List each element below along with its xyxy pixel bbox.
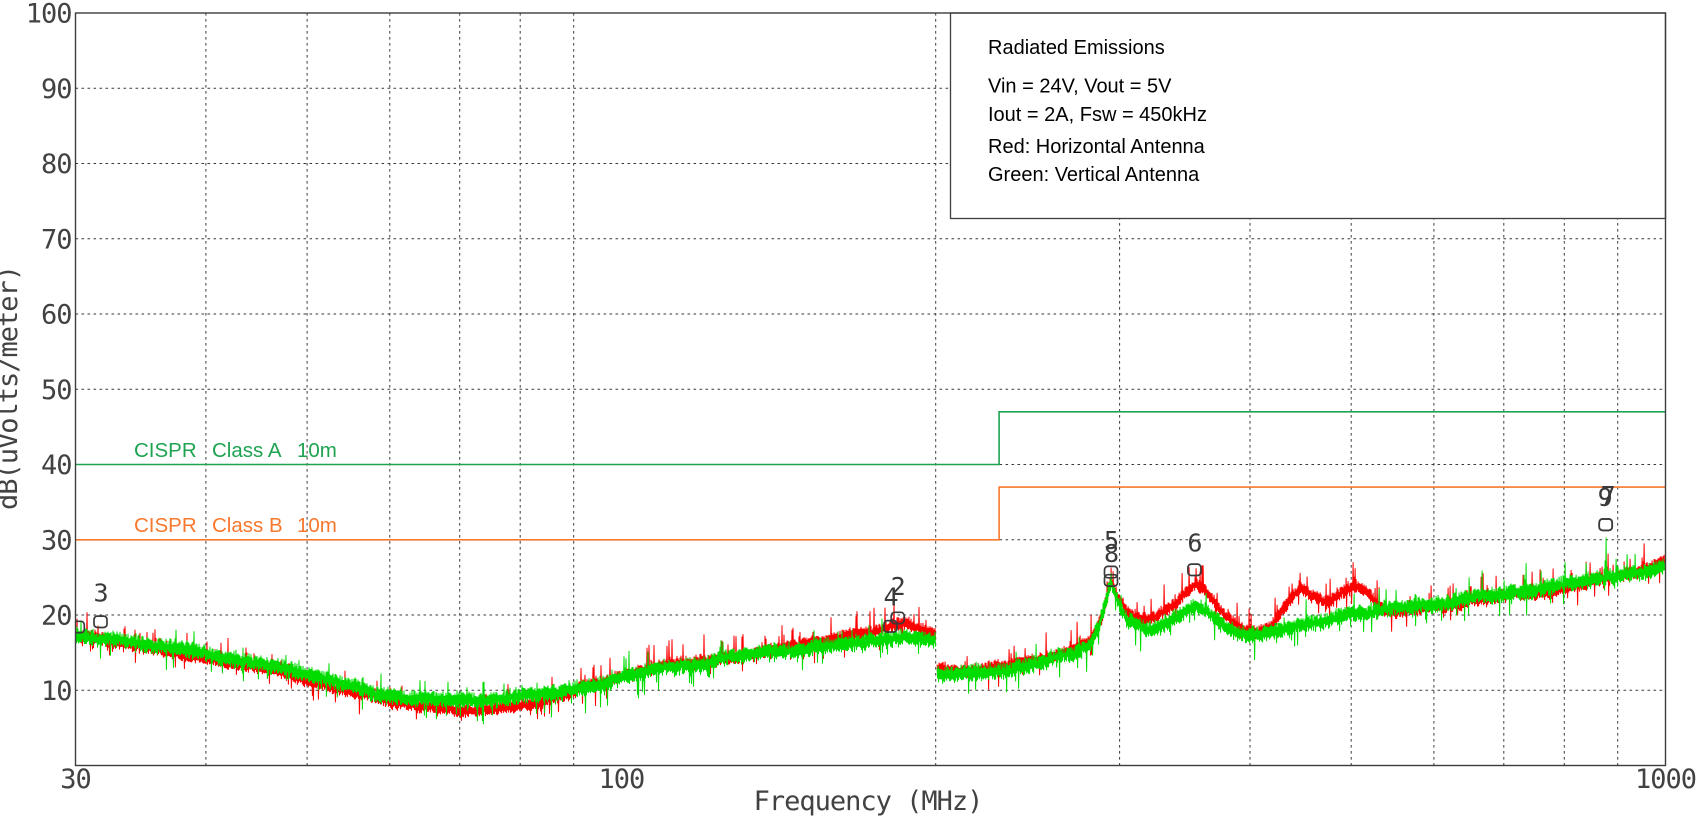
cispr-class-b-limit-line <box>75 486 1666 541</box>
trace-segment-1 <box>75 618 936 725</box>
trace-segment-2 <box>936 537 1666 694</box>
marker-point-7 <box>1598 518 1614 532</box>
x-tick-label-1000: 1000 <box>1635 764 1696 795</box>
marker-label-8: 8 <box>1104 539 1118 568</box>
marker-point-6 <box>1187 563 1202 577</box>
y-tick-label-20: 20 <box>41 601 72 632</box>
cispr-class-b-label-std: CISPR <box>134 514 197 537</box>
cispr-class-b-label-class: Class B <box>212 514 283 537</box>
y-tick-label-40: 40 <box>41 450 72 481</box>
marker-point-8 <box>1103 573 1119 587</box>
annotation-line-red-antenna: Red: Horizontal Antenna <box>988 136 1206 158</box>
marker-point-3 <box>93 615 108 629</box>
peak-markers: 3 24 58 6 79 <box>75 481 1616 634</box>
cispr-class-a-limit-line <box>75 410 1666 466</box>
marker-point <box>75 620 86 634</box>
x-axis-tick-labels: 30 100 1000 <box>60 764 1697 795</box>
y-tick-label-70: 70 <box>41 224 72 255</box>
x-axis-title: Frequency (MHz) <box>754 786 983 817</box>
y-tick-label-50: 50 <box>41 375 72 406</box>
marker-label-2: 2 <box>891 572 905 601</box>
y-tick-label-90: 90 <box>41 74 72 105</box>
measurement-traces <box>75 537 1666 725</box>
x-tick-label-100: 100 <box>599 764 645 795</box>
y-tick-label-100: 100 <box>26 0 72 30</box>
y-tick-label-30: 30 <box>41 525 72 556</box>
cispr-class-a-label-dist: 10m <box>297 439 337 462</box>
cispr-class-a-label-class: Class A <box>212 439 282 462</box>
marker-point-5 <box>1103 565 1119 579</box>
trace-vertical-antenna <box>75 537 1666 725</box>
y-tick-label-60: 60 <box>41 300 72 331</box>
marker-label-3: 3 <box>93 578 107 607</box>
x-tick-label-30: 30 <box>60 764 91 795</box>
annotation-line-green-antenna: Green: Vertical Antenna <box>988 164 1200 186</box>
trace-horizontal-antenna <box>75 543 1666 721</box>
y-tick-label-80: 80 <box>41 149 72 180</box>
plot-area-border <box>74 12 1667 767</box>
cispr-class-a-label-std: CISPR <box>134 439 197 462</box>
marker-label-7: 7 <box>1601 481 1615 510</box>
y-axis-tick-labels: 100 90 80 70 60 50 40 30 20 10 <box>26 0 73 707</box>
marker-label-6: 6 <box>1187 528 1201 557</box>
annotation-line-title: Radiated Emissions <box>988 37 1165 59</box>
y-tick-label-10: 10 <box>41 676 72 707</box>
limit-lines: CISPR Class A 10m CISPR Class B 10m <box>75 410 1666 541</box>
annotation-box: Radiated Emissions Vin = 24V, Vout = 5V … <box>949 12 1667 220</box>
marker-point-9 <box>1598 518 1614 532</box>
cispr-class-b-label-dist: 10m <box>297 514 337 537</box>
marker-label-4: 4 <box>883 582 897 611</box>
annotation-line-iout-fsw: Iout = 2A, Fsw = 450kHz <box>988 104 1207 126</box>
marker-label-5: 5 <box>1104 526 1118 555</box>
y-axis-title: dB(uVolts/meter) <box>0 266 24 510</box>
marker-label-9: 9 <box>1598 483 1612 512</box>
annotation-line-vin-vout: Vin = 24V, Vout = 5V <box>988 76 1172 98</box>
marker-point-4 <box>883 619 898 633</box>
